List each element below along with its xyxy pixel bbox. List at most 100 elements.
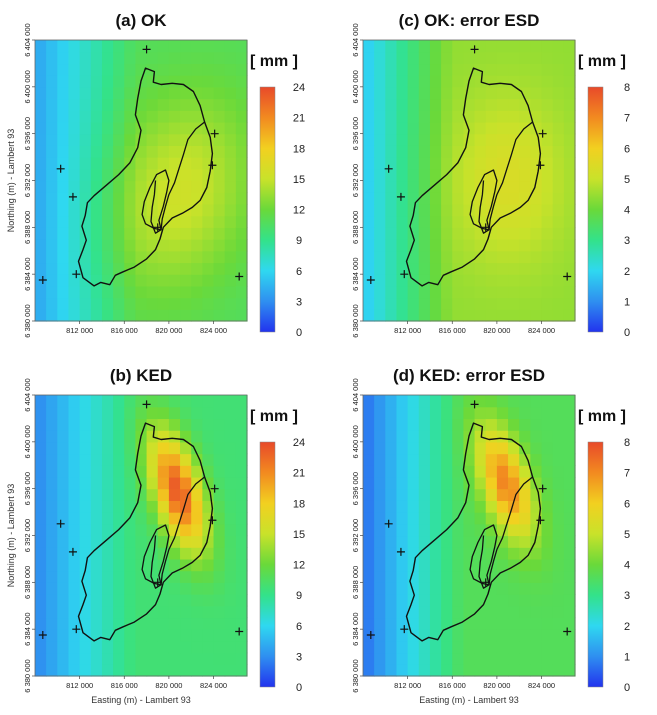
heatmap-cell <box>563 453 576 466</box>
heatmap-cell <box>385 664 398 677</box>
heatmap-cell <box>552 297 565 310</box>
heatmap-cell <box>530 605 543 619</box>
heatmap-cell <box>79 453 92 466</box>
heatmap-cell <box>101 215 114 228</box>
heatmap-cell <box>530 535 543 548</box>
heatmap-cell <box>124 168 137 182</box>
heatmap-cell <box>407 605 420 619</box>
heatmap-cell <box>124 629 137 642</box>
heatmap-cell <box>452 500 465 513</box>
heatmap-cell <box>407 500 420 513</box>
heatmap-cell <box>135 192 148 205</box>
heatmap-cell <box>407 309 420 322</box>
heatmap-cell <box>552 395 565 408</box>
heatmap-cell <box>46 652 58 665</box>
heatmap-cell <box>563 51 576 65</box>
station-marker <box>384 164 393 173</box>
heatmap-cell <box>407 168 420 182</box>
heatmap-cell <box>463 629 476 642</box>
colorbar-tick-label: 6 <box>624 498 630 510</box>
heatmap-cell <box>374 629 386 642</box>
heatmap-cell <box>157 215 170 228</box>
heatmap-cell <box>396 476 409 490</box>
heatmap-cell <box>135 500 148 513</box>
heatmap-cell <box>374 418 386 431</box>
heatmap-cell <box>452 168 465 182</box>
heatmap-cell <box>113 227 125 240</box>
heatmap-cell <box>452 523 465 537</box>
heatmap-cell <box>57 309 70 322</box>
heatmap-cell <box>168 86 181 100</box>
colorbar <box>587 441 604 688</box>
station-marker <box>536 516 545 525</box>
heatmap-cell <box>485 500 498 513</box>
heatmap-cell <box>68 594 81 607</box>
heatmap-cell <box>180 535 192 548</box>
heatmap-cell <box>541 239 554 252</box>
heatmap-cell <box>46 145 58 158</box>
station-marker <box>481 223 490 232</box>
heatmap-cell <box>407 63 420 76</box>
heatmap-cell <box>396 157 409 170</box>
heatmap-cell <box>396 203 409 217</box>
heatmap-cell <box>552 75 565 88</box>
heatmap-cell <box>396 121 409 135</box>
heatmap-cell <box>552 110 565 123</box>
heatmap-cell <box>474 547 487 560</box>
heatmap-cell <box>418 535 431 548</box>
heatmap-cell <box>396 274 409 287</box>
heatmap-cell <box>519 227 531 240</box>
heatmap-cell <box>191 227 203 240</box>
heatmap-cell <box>530 476 543 490</box>
heatmap-cell <box>452 215 465 228</box>
heatmap-cell <box>541 406 554 420</box>
heatmap-cell <box>213 180 226 193</box>
heatmap-cell <box>35 594 47 607</box>
heatmap-cell <box>90 250 103 264</box>
heatmap-cell <box>146 547 159 560</box>
heatmap-cell <box>113 535 125 548</box>
heatmap-cell <box>407 227 420 240</box>
heatmap-cell <box>441 157 453 170</box>
heatmap-cell <box>180 75 192 88</box>
heatmap-cell <box>519 453 531 466</box>
heatmap-cell <box>429 239 442 252</box>
heatmap-cell <box>180 430 192 443</box>
heatmap-cell <box>374 488 386 501</box>
heatmap-cell <box>90 476 103 490</box>
heatmap-cell <box>385 453 398 466</box>
heatmap-cell <box>374 430 386 443</box>
heatmap-cell <box>180 453 192 466</box>
heatmap-cell <box>191 664 203 677</box>
heatmap-cell <box>79 430 92 443</box>
heatmap-cell <box>485 582 498 595</box>
heatmap-cell <box>418 523 431 537</box>
heatmap-cell <box>385 488 398 501</box>
heatmap-cell <box>429 629 442 642</box>
heatmap-cell <box>235 297 248 310</box>
heatmap-cell <box>180 192 192 205</box>
heatmap-cell <box>135 309 148 322</box>
heatmap-cell <box>146 297 159 310</box>
panel-title: (a) OK <box>116 11 168 30</box>
heatmap-cell <box>90 192 103 205</box>
heatmap-cell <box>135 594 148 607</box>
heatmap-cell <box>57 86 70 100</box>
heatmap-cell <box>235 547 248 560</box>
heatmap-cell <box>235 192 248 205</box>
heatmap-cell <box>485 547 498 560</box>
heatmap-cell <box>474 110 487 123</box>
colorbar-tick-label: 2 <box>624 266 630 278</box>
heatmap-cell <box>508 535 520 548</box>
heatmap-cell <box>180 239 192 252</box>
heatmap-cell <box>374 535 386 548</box>
heatmap-cell <box>407 98 420 111</box>
heatmap-cell <box>224 441 237 455</box>
heatmap-cell <box>101 110 114 123</box>
heatmap-cell <box>552 570 565 583</box>
heatmap-cell <box>113 285 125 299</box>
heatmap-cell <box>485 465 498 478</box>
heatmap-cell <box>113 664 125 677</box>
heatmap-cell <box>496 157 509 170</box>
heatmap-cell <box>385 262 398 275</box>
